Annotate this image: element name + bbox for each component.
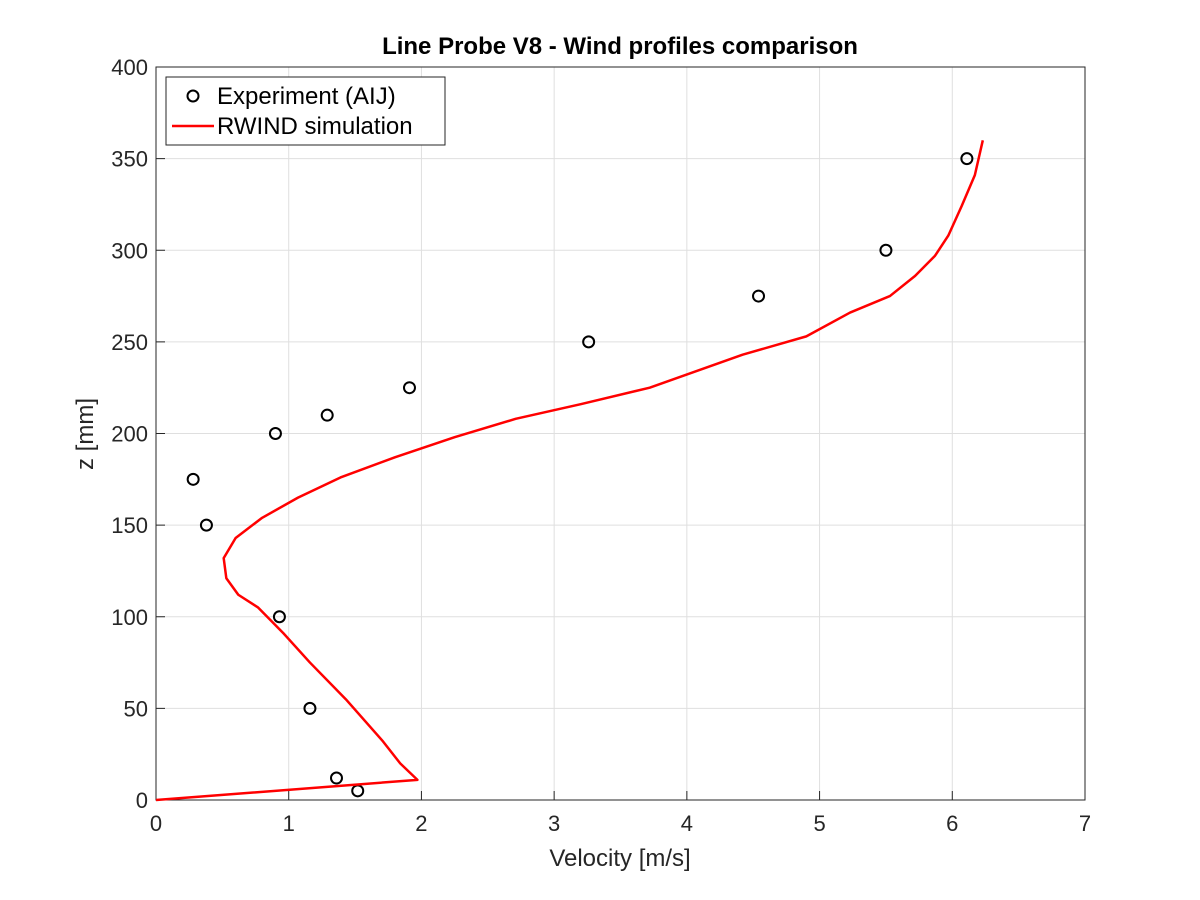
- x-tick-label: 3: [548, 811, 560, 836]
- data-point-experiment: [351, 784, 365, 798]
- data-point-experiment: [268, 427, 282, 440]
- y-tick-label: 300: [111, 238, 148, 263]
- x-tick-label: 4: [681, 811, 693, 836]
- x-tick-label: 6: [946, 811, 958, 836]
- x-tick-label: 5: [813, 811, 825, 836]
- legend-marker-experiment: [186, 89, 200, 103]
- data-point-experiment: [186, 472, 200, 486]
- chart-title: Line Probe V8 - Wind profiles comparison: [382, 33, 858, 60]
- data-point-experiment: [320, 408, 334, 422]
- y-tick-label: 250: [111, 330, 148, 355]
- legend-label-experiment: Experiment (AIJ): [217, 83, 396, 110]
- ticks: 0 1 2 3 4 5 6 7 0 50 100 150 200 250 300 350 400: [111, 55, 1091, 836]
- series-line-rwind-simulation: [155, 140, 985, 802]
- y-tick-label: 200: [111, 422, 148, 447]
- x-tick-label: 7: [1079, 811, 1091, 836]
- legend-box: [165, 76, 446, 146]
- x-tick-label: 2: [415, 811, 427, 836]
- grid: [155, 66, 1086, 801]
- x-axis-label: Velocity [m/s]: [549, 845, 690, 872]
- y-tick-label: 150: [111, 513, 148, 538]
- y-tick-label: 400: [111, 55, 148, 80]
- data-point-experiment: [752, 289, 766, 303]
- y-tick-label: 100: [111, 605, 148, 630]
- data-point-experiment: [199, 518, 213, 532]
- y-tick-label: 50: [124, 696, 148, 721]
- data-point-experiment: [879, 243, 893, 257]
- data-point-experiment: [329, 771, 343, 785]
- data-point-experiment: [960, 152, 974, 166]
- data-point-experiment: [582, 335, 596, 349]
- x-tick-label: 1: [283, 811, 295, 836]
- data-point-experiment: [272, 610, 286, 624]
- data-point-experiment: [402, 381, 416, 395]
- x-tick-label: 0: [150, 811, 162, 836]
- plot-area: [155, 140, 985, 802]
- y-tick-label: 350: [111, 147, 148, 172]
- y-tick-label: 0: [136, 788, 148, 813]
- legend: Experiment (AIJ) RWIND simulation: [165, 76, 446, 146]
- data-point-experiment: [303, 701, 317, 715]
- y-axis-label: z [mm]: [72, 398, 99, 470]
- legend-label-simulation: RWIND simulation: [217, 113, 413, 140]
